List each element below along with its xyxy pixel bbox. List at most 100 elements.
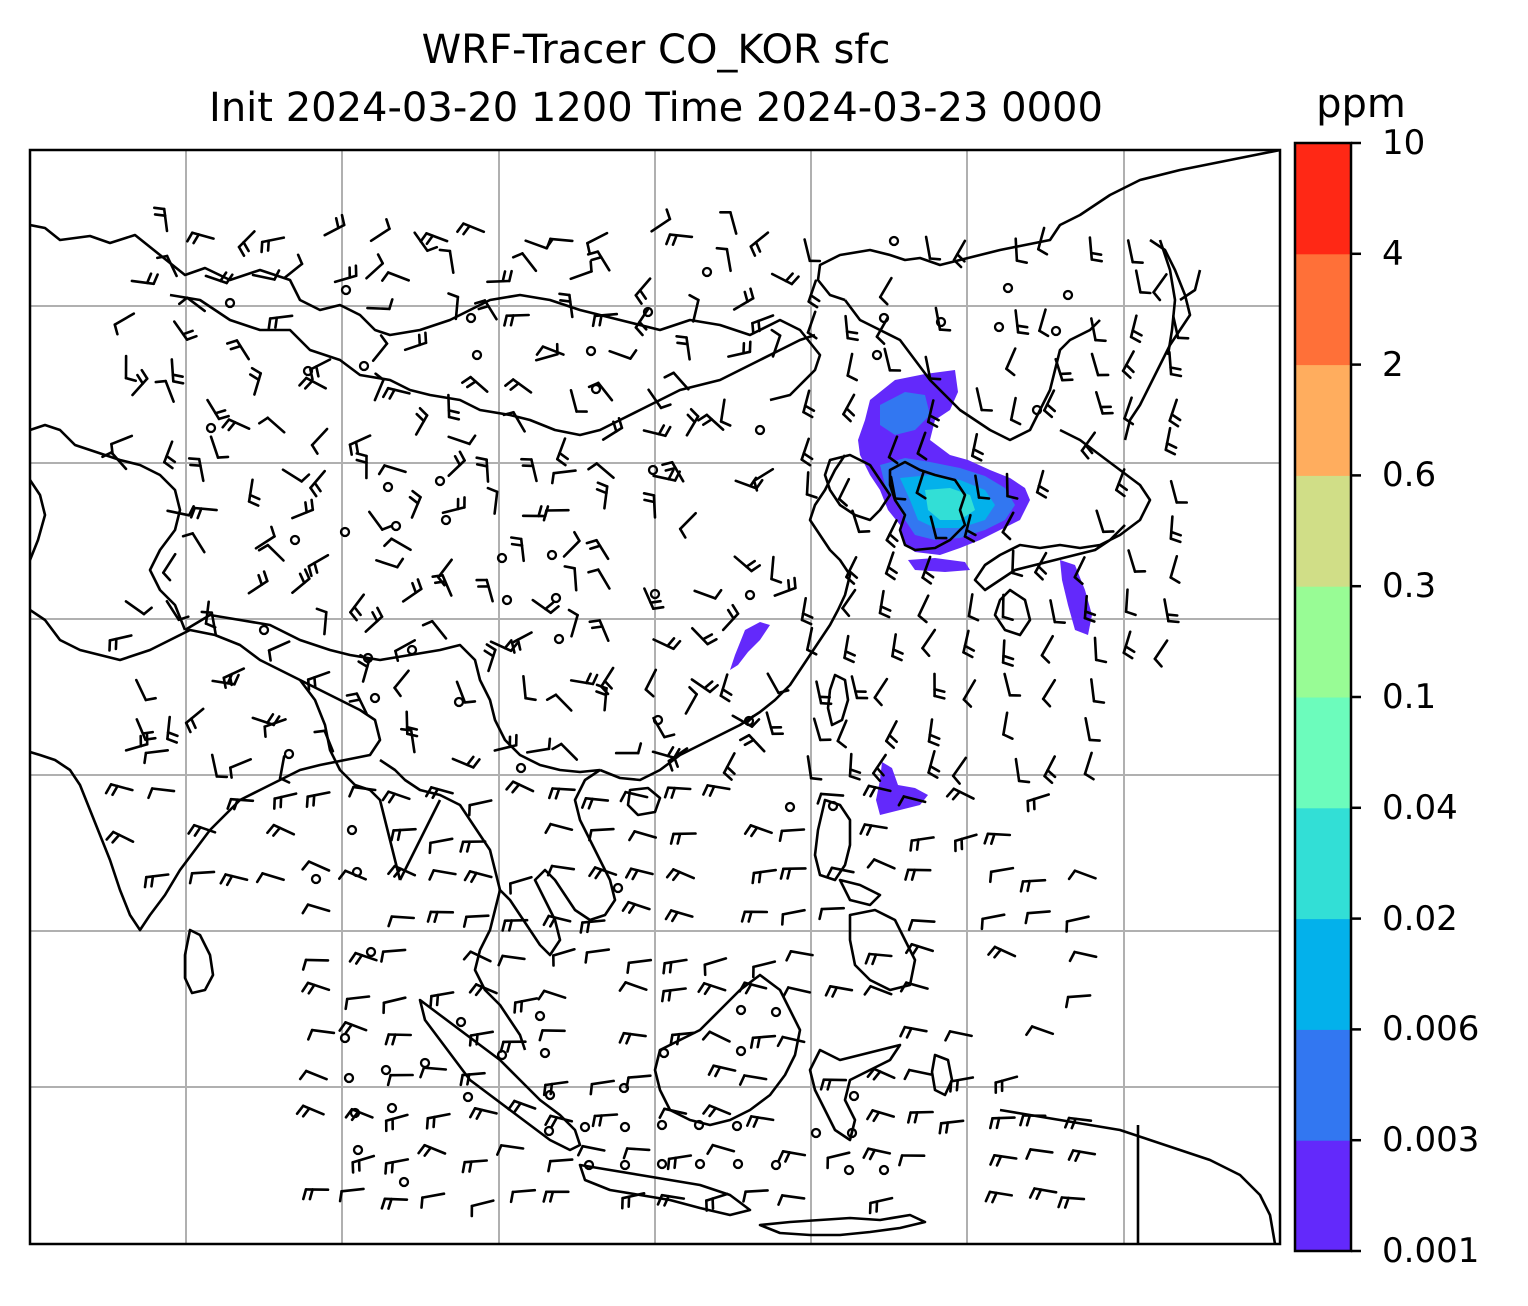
calm-wind-circle — [515, 762, 527, 774]
calm-wind-circle — [583, 1159, 595, 1171]
co-patch-east-china — [730, 622, 770, 670]
calm-wind-circle — [993, 321, 1005, 333]
wind-barb — [547, 787, 576, 800]
wind-barb — [531, 598, 560, 615]
calm-wind-circle — [419, 1057, 431, 1069]
wind-barb — [975, 387, 994, 412]
wind-barb — [473, 299, 498, 321]
wind-barb — [373, 372, 385, 402]
colorbar — [1293, 141, 1361, 1253]
wind-barb — [891, 633, 904, 662]
wind-barb — [1169, 515, 1182, 544]
wind-barb — [836, 719, 848, 749]
wind-barb — [1083, 751, 1095, 781]
wind-barb — [1172, 315, 1190, 340]
wind-barb — [663, 371, 690, 391]
wind-barb — [647, 388, 672, 410]
wind-barb — [1080, 431, 1096, 460]
wind-barb — [1037, 226, 1049, 256]
wind-barb — [740, 910, 769, 923]
wind-barb — [441, 496, 466, 515]
wind-barb — [812, 717, 832, 742]
wind-barb — [586, 231, 609, 255]
colorbar-segment — [1295, 586, 1351, 698]
wind-barb — [1019, 1114, 1047, 1127]
wind-barb — [110, 434, 134, 456]
co-plume-manchuria — [880, 392, 930, 435]
map-title-line2: Init 2024-03-20 1200 Time 2024-03-23 000… — [209, 85, 1103, 131]
wind-barb — [780, 908, 806, 926]
wind-barb — [181, 532, 206, 554]
wind-barb — [777, 1194, 806, 1206]
wind-barb — [1005, 472, 1019, 500]
calm-wind-circle — [1062, 289, 1074, 301]
wind-barb — [929, 515, 948, 540]
colorbar-segment — [1295, 697, 1351, 809]
wind-barb — [166, 504, 195, 517]
wind-barb — [805, 471, 818, 499]
wind-barb — [620, 1192, 646, 1210]
wind-barb — [447, 393, 461, 421]
calm-wind-circle — [735, 1004, 747, 1016]
wind-barb — [544, 1114, 574, 1128]
wind-barb — [899, 981, 929, 993]
wind-barb — [702, 1104, 732, 1118]
wind-barb — [1009, 396, 1022, 426]
wind-barb — [719, 673, 733, 703]
wind-barb — [846, 352, 859, 382]
wind-barb — [841, 588, 857, 618]
coastline-china-north-east — [843, 299, 1101, 442]
calm-wind-circle — [390, 520, 402, 532]
wind-barb — [722, 752, 736, 781]
calm-wind-circle — [398, 1176, 410, 1188]
wind-barb — [503, 313, 531, 327]
calm-wind-circle — [878, 1164, 890, 1176]
wind-barb — [738, 981, 768, 995]
wind-barb — [887, 435, 899, 465]
calm-wind-circle — [455, 1016, 467, 1028]
wind-barb — [105, 830, 135, 844]
calm-wind-circle — [1050, 325, 1062, 337]
wind-barb — [371, 334, 389, 363]
wind-barb — [538, 1029, 566, 1042]
wind-barb — [188, 870, 216, 885]
wind-barb — [309, 358, 332, 381]
wind-barb — [1011, 549, 1024, 578]
calm-wind-circle — [365, 946, 377, 958]
wind-barb — [1169, 554, 1181, 584]
wind-barb — [1163, 598, 1180, 624]
calm-wind-circle — [1002, 282, 1014, 294]
coastline-siberia-north — [30, 223, 822, 402]
wind-barb — [1093, 636, 1108, 664]
calm-wind-circle — [579, 1121, 591, 1133]
wind-barb — [871, 753, 887, 783]
wind-barb — [1038, 308, 1050, 338]
coastline-southwest-asia — [30, 479, 47, 561]
wind-barb — [263, 718, 287, 739]
coastline-japan-honshu — [973, 428, 1152, 592]
wind-barb — [475, 578, 494, 603]
wind-barb — [399, 727, 416, 754]
wind-barb — [1067, 1149, 1097, 1162]
wind-barb — [204, 271, 234, 285]
wind-barb — [408, 489, 422, 519]
wind-barb — [1025, 1148, 1054, 1160]
wind-barb — [675, 334, 691, 361]
wind-barb — [1041, 678, 1057, 708]
wind-barb — [417, 1143, 447, 1157]
wind-barb — [862, 784, 892, 798]
wind-barb — [461, 1159, 489, 1174]
wind-barb — [499, 1040, 527, 1053]
wind-barb — [1068, 950, 1098, 963]
wind-barb — [751, 960, 777, 979]
wind-barb — [1003, 672, 1022, 697]
calm-wind-circle — [465, 312, 477, 324]
coastline-thai-peninsula — [473, 889, 527, 1051]
calm-wind-circle — [496, 552, 508, 564]
wind-barb — [987, 945, 1017, 959]
calm-wind-circle — [935, 316, 947, 328]
wind-barb — [878, 589, 892, 619]
wind-barb — [802, 389, 816, 419]
wind-barb — [520, 457, 538, 483]
coastline-china-east — [599, 454, 852, 782]
